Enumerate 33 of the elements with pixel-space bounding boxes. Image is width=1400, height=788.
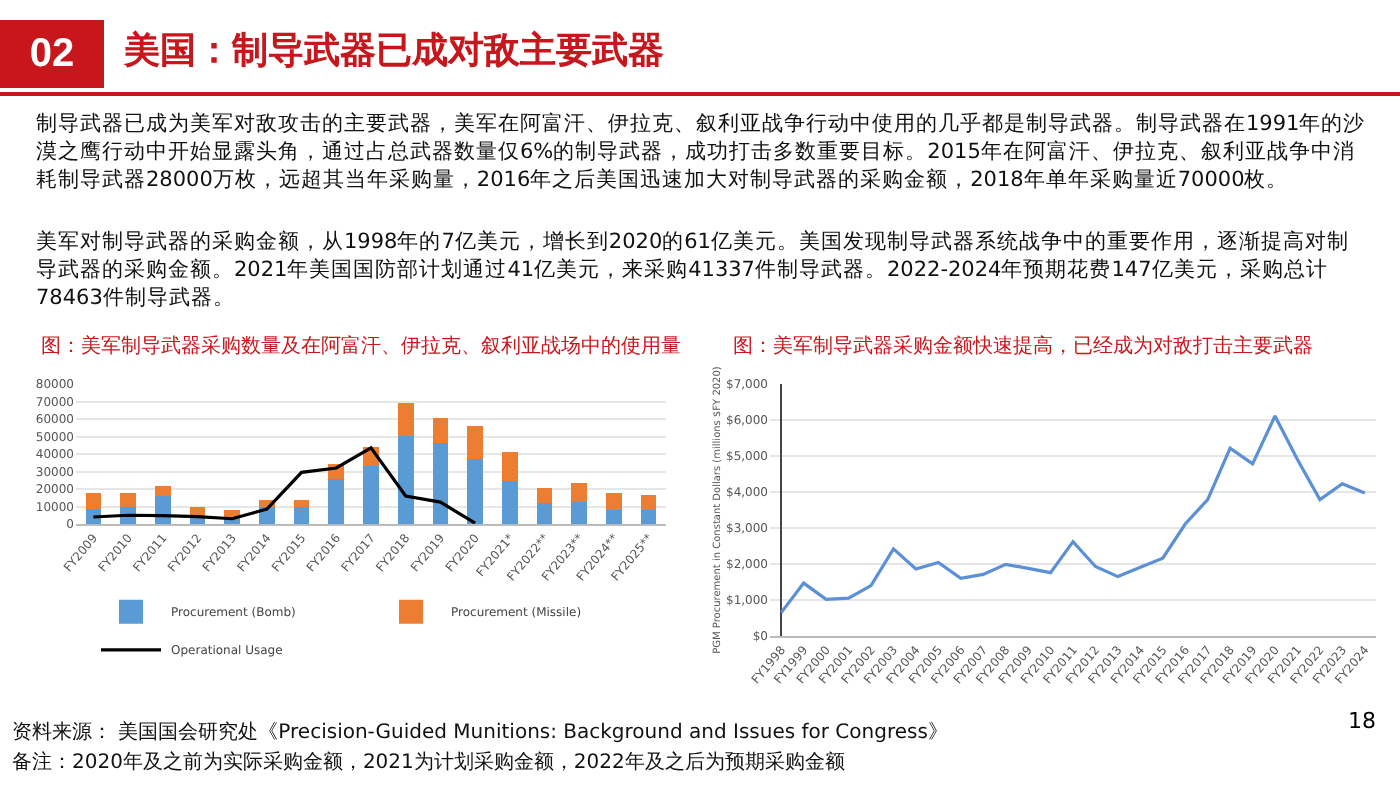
bar	[363, 466, 379, 524]
text: 18	[1348, 708, 1376, 734]
text: 备注：2020年及之前为实际采购金额，2021为计划采购金额，2022年及之后为预期采购金额	[12, 749, 845, 776]
text: 资料来源： 美国国会研究处《Precision-Guided Munitions: Background and Issues for Congress》	[12, 719, 948, 746]
bar	[536, 503, 553, 524]
bar	[571, 482, 588, 503]
line-series	[91, 446, 477, 524]
bar	[432, 442, 449, 524]
bar	[640, 495, 657, 510]
bar	[293, 507, 310, 524]
bar	[154, 485, 171, 496]
bar	[640, 510, 657, 524]
text: 美军对制导武器的采购金额，从1998年的7亿美元，增长到2020的61亿美元。美国发现制导武器系统战争中的重要作用，逐渐提高对制导武器的采购金额。2021年美国国防部计划通过41亿美元，来采购41337件制导武器。2022-2024年预期花费147亿美元，采购总计78463件制导武器。	[36, 228, 1351, 312]
bar	[467, 426, 483, 460]
bar	[328, 478, 345, 524]
text: 美国：制导武器已成对敌主要武器	[124, 28, 664, 74]
bar	[397, 403, 414, 436]
bar	[397, 435, 414, 524]
bar	[606, 510, 622, 524]
chart-title: 图：美军制导武器采购数量及在阿富汗、伊拉克、叙利亚战场中的使用量	[41, 333, 682, 358]
line-series	[779, 414, 1367, 615]
bar	[432, 418, 449, 443]
bar	[85, 493, 102, 510]
bar	[606, 492, 622, 510]
bar	[467, 459, 483, 524]
bar	[120, 492, 136, 507]
bar	[502, 452, 518, 482]
chart-title: 图：美军制导武器采购金额快速提高，已经成为对敌打击主要武器	[732, 333, 1313, 358]
text: 制导武器已成为美军对敌攻击的主要武器，美军在阿富汗、伊拉克、叙利亚战争行动中使用的几乎都是制导武器。制导武器在1991年的沙漠之鹰行动中开始显露头角，通过占总武器数量仅6%的制导武器，成功打击多数重要目标。2015年在阿富汗、伊拉克、叙利亚战争中消耗制导武器28000万枚，远超其当年采购量，2016年之后美国迅速加大对制导武器的采购金额，2018年单年采购量近70000枚。	[36, 110, 1366, 194]
bar	[502, 481, 518, 524]
bar	[536, 488, 553, 503]
text: 02	[0, 20, 104, 88]
bar	[571, 502, 588, 524]
